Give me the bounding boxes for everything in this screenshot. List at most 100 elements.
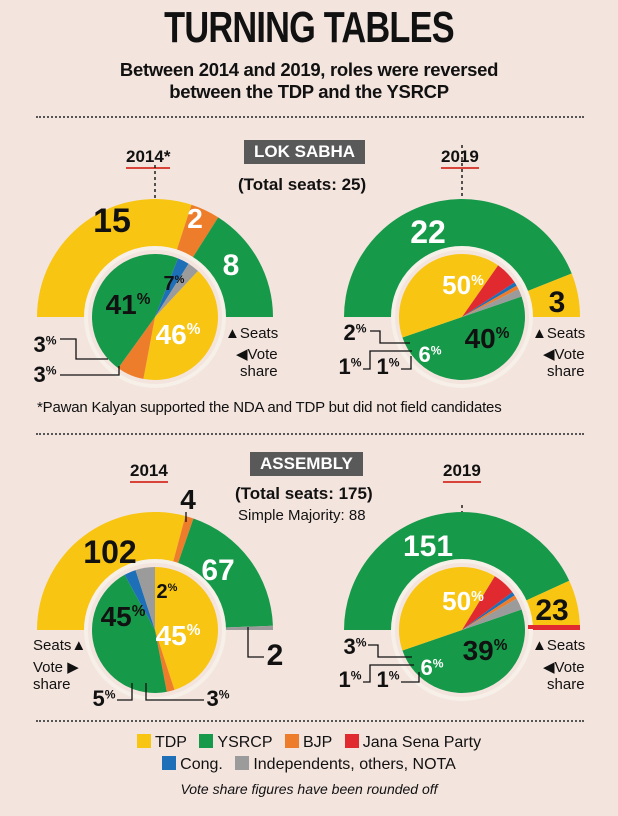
vote-label-bjp: 2% <box>157 581 178 603</box>
seat-label-others: 2 <box>267 639 284 672</box>
vote-label-cong: 1% <box>338 667 361 692</box>
leader-line-others <box>60 338 108 360</box>
legend-swatch-others <box>235 756 250 770</box>
vote-slice-bjp <box>118 317 155 379</box>
seat-segment-ysrcp <box>344 512 570 630</box>
ring-gap-highlight <box>84 246 226 388</box>
legend-item-others: Independents, others, NOTA <box>235 754 456 776</box>
vote-slice-tdp <box>155 567 218 690</box>
vote-slice-jana-sena-party <box>462 265 515 317</box>
seat-label-ysrcp: 67 <box>201 554 234 587</box>
vote-label-cong: 3% <box>206 686 229 711</box>
vote-slice-tdp <box>399 254 499 338</box>
vote-label-others: 3% <box>33 332 56 357</box>
leader-line-others <box>368 644 412 658</box>
divider-bottom <box>36 720 584 722</box>
vote-label-cong: 3% <box>33 362 56 387</box>
leader-line-bjp <box>401 356 412 370</box>
vote-label-others: 5% <box>92 686 115 711</box>
legend-vote-share-ls-2014: ◀Vote share <box>236 346 278 380</box>
legend: TDP YSRCP BJP Jana Sena Party Cong. Inde… <box>0 732 618 776</box>
legend-swatch-jsp <box>344 734 359 748</box>
subtitle-line-2: between the TDP and the YSRCP <box>169 81 449 102</box>
vote-slice-ysrcp <box>402 296 525 380</box>
legend-swatch-tdp <box>136 734 151 748</box>
vote-slice-others <box>135 567 155 630</box>
vote-label-tdp: 40% <box>465 323 510 354</box>
seat-segment-bjp <box>173 515 194 564</box>
legend-swatch-cong <box>162 756 177 770</box>
vote-label-tdp: 39% <box>463 635 508 666</box>
seat-label-tdp: 15 <box>93 202 131 240</box>
seat-segment-bjp <box>176 204 219 258</box>
vote-slice-tdp <box>399 567 495 651</box>
ring-gap-highlight <box>391 559 533 701</box>
legend-seats-ls-2014: ▲Seats <box>225 325 279 342</box>
leader-line-cong <box>60 366 120 376</box>
vote-slice-tdp <box>143 270 219 381</box>
legend-vote-share-as-2014: Vote ▶ share <box>33 659 79 693</box>
leader-line-others <box>117 683 133 701</box>
leader-line-cong <box>363 664 414 683</box>
seat-segment-tdp <box>37 512 186 630</box>
vote-label-others: 3% <box>343 634 366 659</box>
seat-label-ysrcp: 22 <box>410 214 446 250</box>
vote-label-tdp: 41% <box>106 289 151 320</box>
vote-slice-cong- <box>155 258 189 317</box>
legend-item-bjp: BJP <box>284 732 332 754</box>
subtitle-line-1: Between 2014 and 2019, roles were revers… <box>119 59 499 80</box>
legend-item-tdp: TDP <box>136 732 187 754</box>
vote-slice-bjp <box>462 595 517 630</box>
leader-line-cong <box>363 350 412 370</box>
vote-label-bjp: 1% <box>376 354 399 379</box>
year-label-as-2019: 2019 <box>443 461 481 483</box>
leader-line-bjp <box>401 672 420 683</box>
seat-segment-others <box>224 625 273 630</box>
vote-label-ysrcp: 50% <box>442 270 484 300</box>
legend-swatch-bjp <box>284 734 299 748</box>
leader-line-others-seats <box>247 627 264 658</box>
vote-slice-cong- <box>124 570 155 630</box>
year-label-as-2014: 2014 <box>130 461 168 483</box>
vote-label-ysrcp: 50% <box>442 586 484 616</box>
vote-label-cong: 1% <box>338 354 361 379</box>
seat-label-tdp: 102 <box>83 534 136 570</box>
vote-slice-ysrcp <box>402 609 526 693</box>
vote-label-tdp: 45% <box>101 601 146 632</box>
lok-sabha-total-seats: (Total seats: 25) <box>238 175 367 194</box>
footnote-rounded: Vote share figures have been rounded off <box>180 781 438 797</box>
legend-swatch-ysrcp <box>199 734 214 748</box>
lok-sabha-badge: LOK SABHA <box>244 140 366 164</box>
leader-line-others <box>370 330 410 344</box>
seat-label-tdp: 23 <box>535 594 568 627</box>
footnote-pawan-kalyan: *Pawan Kalyan supported the NDA and TDP … <box>37 399 502 416</box>
vote-slice-others <box>155 263 198 317</box>
ring-gap-highlight <box>84 559 226 701</box>
seat-label-ysrcp: 151 <box>403 530 453 563</box>
legend-seats-as-2019: ▲Seats <box>532 637 586 654</box>
vote-label-bjp: 1% <box>376 667 399 692</box>
legend-item-ysrcp: YSRCP <box>199 732 273 754</box>
vote-slice-jana-sena-party <box>462 576 513 630</box>
vote-slice-ysrcp <box>92 574 167 693</box>
seat-label-bjp: 2 <box>187 203 203 234</box>
vote-label-bjp: 7% <box>164 273 185 295</box>
vote-label-ysrcp: 45% <box>156 620 201 651</box>
legend-item-cong: Cong. <box>162 754 223 776</box>
subtitle: Between 2014 and 2019, roles were revers… <box>0 59 618 103</box>
seat-segment-tdp <box>527 273 580 317</box>
vote-slice-bjp <box>155 630 175 692</box>
vote-label-others: 2% <box>343 320 366 345</box>
seat-segment-ysrcp <box>192 217 273 317</box>
legend-vote-share-as-2019: ◀Vote share <box>543 659 585 693</box>
vote-slice-others <box>462 598 522 630</box>
seat-segment-jana-sena-party <box>528 625 580 629</box>
leader-line-cong <box>145 683 204 701</box>
seat-segment-ysrcp <box>177 518 273 628</box>
vote-slice-cong- <box>462 592 515 630</box>
seat-segment-tdp <box>37 199 192 317</box>
ring-gap-highlight <box>391 246 533 388</box>
divider-middle <box>36 433 584 435</box>
legend-seats-ls-2019: ▲Seats <box>532 325 586 342</box>
